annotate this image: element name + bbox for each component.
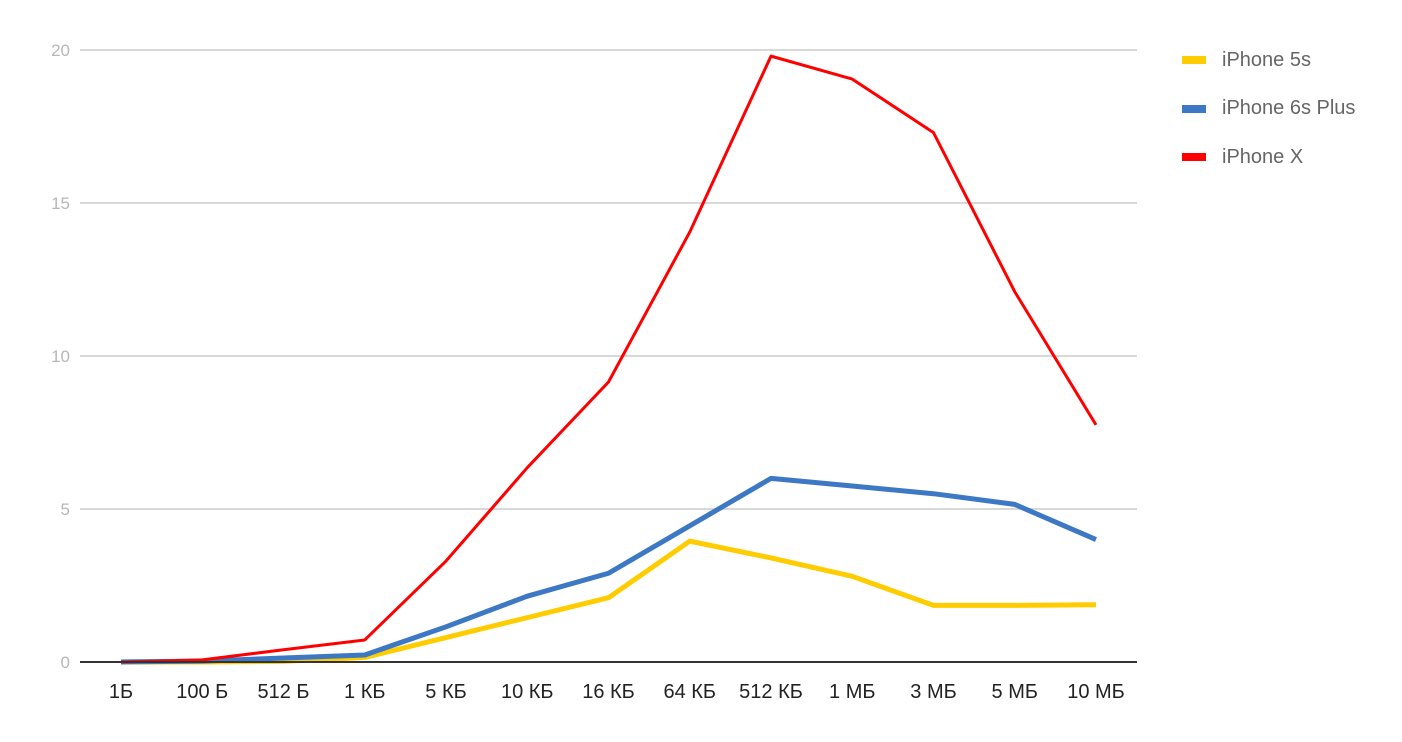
y-tick-label: 15 xyxy=(51,194,70,213)
x-tick-label: 100 Б xyxy=(176,681,228,703)
legend-swatch-icon xyxy=(1182,56,1206,65)
legend-label: iPhone 6s Plus xyxy=(1222,97,1356,120)
legend-item-iphone-6s-plus[interactable]: iPhone 6s Plus xyxy=(1182,85,1355,134)
data-series xyxy=(120,54,1098,665)
x-tick-label: 512 Б xyxy=(257,681,309,703)
x-tick-label: 1Б xyxy=(109,681,133,703)
legend-label: iPhone X xyxy=(1222,145,1304,168)
series-line-iphone-6s-plus[interactable] xyxy=(120,475,1097,665)
gridlines xyxy=(80,49,1137,510)
x-tick-label: 5 КБ xyxy=(425,681,466,703)
legend-item-iphone-x[interactable]: iPhone X xyxy=(1182,133,1355,182)
legend-swatch-icon xyxy=(1182,104,1206,113)
x-tick-label: 5 МБ xyxy=(992,681,1038,703)
y-tick-label: 20 xyxy=(51,41,70,60)
legend: iPhone 5s iPhone 6s Plus iPhone X xyxy=(1182,36,1355,182)
legend-label: iPhone 5s xyxy=(1222,48,1311,71)
x-tick-label: 10 МБ xyxy=(1067,681,1125,703)
y-tick-label: 10 xyxy=(51,347,70,366)
y-axis-ticks: 0 5 10 15 20 xyxy=(51,41,70,672)
series-line-iphone-x[interactable] xyxy=(120,54,1098,664)
x-axis-ticks: 1Б 100 Б 512 Б 1 КБ 5 КБ 10 КБ 16 КБ 64 КБ 512 К… xyxy=(109,681,1125,703)
x-tick-label: 16 КБ xyxy=(582,681,635,703)
x-tick-label: 10 КБ xyxy=(501,681,554,703)
x-tick-label: 64 КБ xyxy=(663,681,716,703)
x-tick-label: 3 МБ xyxy=(910,681,956,703)
x-tick-label: 1 МБ xyxy=(829,681,875,703)
y-tick-label: 5 xyxy=(61,500,70,519)
x-tick-label: 1 КБ xyxy=(344,681,385,703)
legend-item-iphone-5s[interactable]: iPhone 5s xyxy=(1182,36,1355,85)
y-tick-label: 0 xyxy=(61,653,70,672)
x-tick-label: 512 КБ xyxy=(739,681,803,703)
legend-swatch-icon xyxy=(1182,153,1206,162)
series-line-iphone-5s[interactable] xyxy=(121,538,1097,665)
